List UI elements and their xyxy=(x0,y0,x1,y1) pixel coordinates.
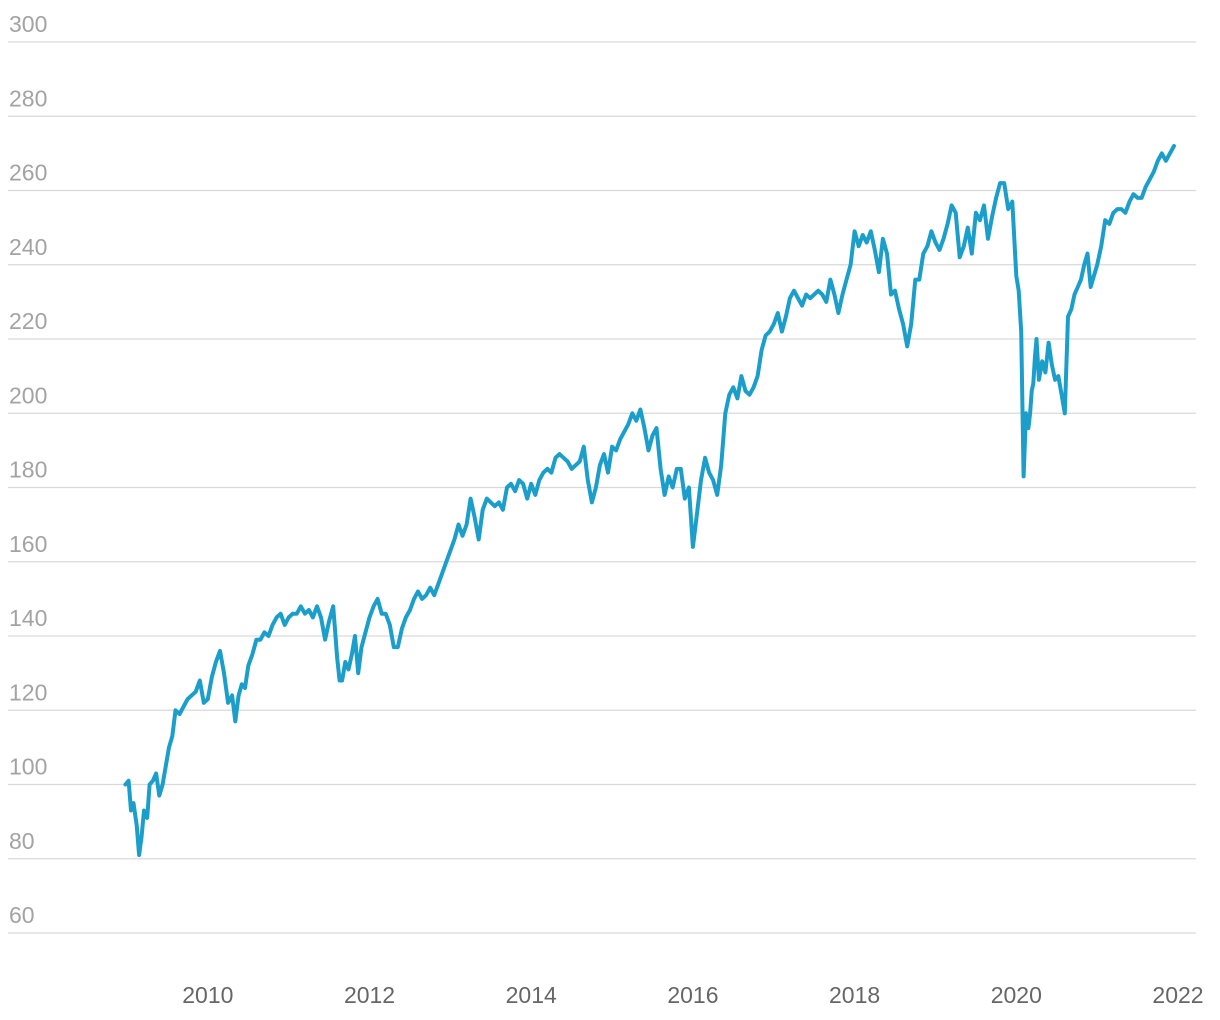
y-tick-label: 160 xyxy=(9,531,47,557)
y-tick-label: 140 xyxy=(9,605,47,631)
x-tick-label: 2012 xyxy=(344,982,395,1008)
y-tick-label: 100 xyxy=(9,754,47,780)
series-layer xyxy=(123,144,1176,857)
y-tick-label: 240 xyxy=(9,234,47,260)
y-tick-label: 260 xyxy=(9,160,47,186)
y-tick-label: 120 xyxy=(9,679,47,705)
x-axis-tick-labels: 2010 2012 2014 2016 2018 2020 2022 xyxy=(182,982,1203,1008)
y-tick-label: 300 xyxy=(9,11,47,37)
x-tick-label: 2014 xyxy=(506,982,557,1008)
y-tick-label: 180 xyxy=(9,457,47,483)
y-tick-label: 60 xyxy=(9,902,35,928)
x-tick-label: 2020 xyxy=(991,982,1042,1008)
x-tick-label: 2016 xyxy=(667,982,718,1008)
y-tick-label: 220 xyxy=(9,308,47,334)
y-tick-label: 280 xyxy=(9,85,47,111)
x-tick-label: 2022 xyxy=(1152,982,1203,1008)
y-tick-label: 200 xyxy=(9,382,47,408)
x-tick-label: 2018 xyxy=(829,982,880,1008)
x-tick-label: 2010 xyxy=(182,982,233,1008)
gridlines xyxy=(8,41,1196,934)
series-line-0 xyxy=(123,144,1176,857)
y-tick-label: 80 xyxy=(9,828,35,854)
y-axis-tick-labels: 60 80 100 120 140 160 180 200 220 240 260 280 300 xyxy=(9,11,47,928)
